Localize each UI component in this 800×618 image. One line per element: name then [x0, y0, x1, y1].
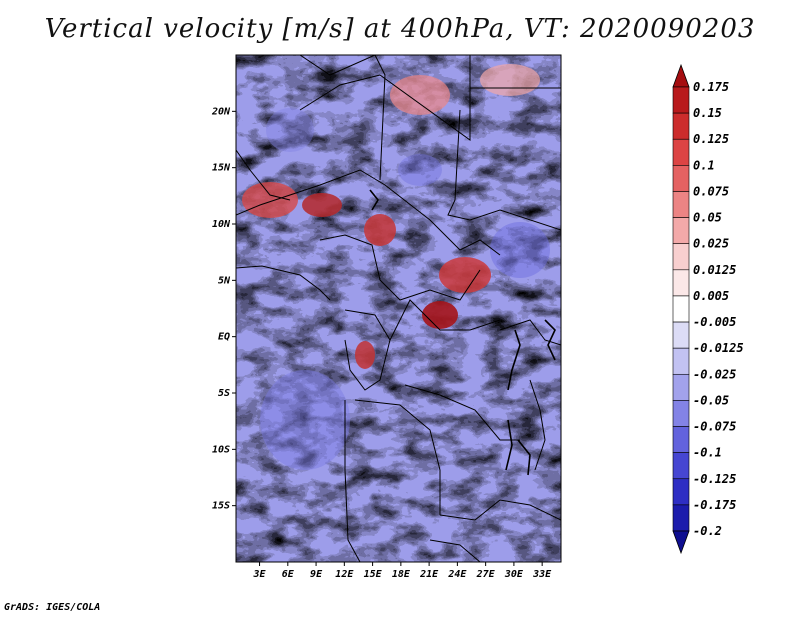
colorbar-label: 0.075	[693, 184, 729, 198]
lon-tick-label: 21E	[419, 569, 439, 580]
colorbar-label: 0.005	[693, 289, 729, 303]
colorbar: 0.175 0.15 0.125 0.1 0.075 0.05 0.025 0.0125 0.0…	[672, 63, 744, 555]
colorbar-segment	[672, 400, 690, 427]
colorbar-label: 0.175	[693, 80, 729, 94]
lon-tick-label: 24E	[447, 569, 467, 580]
colorbar-segment	[672, 165, 690, 192]
colorbar-segment	[672, 373, 690, 401]
lon-tick-label: 3E	[253, 569, 267, 580]
colorbar-label: 0.15	[693, 106, 722, 120]
colorbar-segment	[672, 504, 690, 532]
strong-descent-patches	[260, 108, 550, 470]
colorbar-label: 0.1	[693, 158, 715, 172]
lat-tick-label: 5N	[218, 275, 231, 286]
lon-tick-label: 33E	[532, 569, 552, 580]
lon-tick-label: 12E	[335, 569, 354, 580]
colorbar-segment	[672, 243, 690, 271]
colorbar-segment	[672, 269, 690, 297]
colorbar-label: -0.05	[693, 393, 729, 407]
colorbar-bottom-arrow	[672, 530, 690, 555]
chart-title: Vertical velocity [m/s] at 400hPa, VT: 2…	[44, 14, 756, 44]
colorbar-segment	[672, 478, 690, 506]
colorbar-label: 0.0125	[693, 263, 736, 277]
longitude-axis: 3E 6E 9E 12E 15E 18E 21E 24E 27E 30E 33E	[253, 562, 552, 580]
lon-tick-label: 6E	[282, 569, 295, 580]
colorbar-segment	[672, 452, 690, 480]
lat-tick-label: 15N	[212, 163, 231, 174]
colorbar-top-arrow	[672, 63, 690, 88]
colorbar-label: -0.2	[693, 524, 722, 538]
velocity-field	[236, 55, 561, 562]
colorbar-segment	[672, 426, 690, 453]
colorbar-segment	[672, 86, 690, 114]
colorbar-label: -0.075	[693, 420, 736, 434]
map-frame	[235, 54, 562, 563]
colorbar-segment	[672, 217, 690, 245]
colorbar-segment	[672, 191, 690, 218]
grads-credit: GrADS: IGES/COLA	[4, 602, 101, 613]
colorbar-label: -0.125	[693, 472, 736, 486]
colorbar-segment	[672, 112, 690, 140]
colorbar-segment	[672, 321, 690, 349]
lat-tick-label: 5S	[218, 388, 230, 399]
latitude-axis: 20N 15N 10N 5N EQ 5S 10S 15S	[211, 106, 236, 512]
colorbar-segment	[672, 295, 690, 323]
colorbar-label: -0.0125	[693, 341, 744, 355]
colorbar-segment	[672, 347, 690, 375]
colorbar-label: 0.125	[693, 132, 729, 146]
lat-tick-label: 20N	[211, 106, 231, 117]
lon-tick-label: 27E	[476, 569, 496, 580]
colorbar-label: -0.175	[693, 498, 736, 512]
colorbar-segment	[672, 138, 690, 166]
lon-tick-label: 18E	[392, 569, 411, 580]
colorbar-label: -0.025	[693, 367, 736, 381]
lon-tick-label: 9E	[310, 569, 323, 580]
colorbar-label: -0.1	[693, 446, 722, 460]
colorbar-label: 0.05	[693, 211, 722, 225]
lon-tick-label: 15E	[364, 569, 383, 580]
lat-tick-label: EQ	[218, 332, 230, 343]
lat-tick-label: 10S	[212, 444, 230, 455]
lon-tick-label: 30E	[504, 569, 524, 580]
country-borders	[236, 55, 561, 562]
field-texture	[236, 55, 561, 562]
colorbar-label: 0.025	[693, 237, 729, 251]
colorbar-label: -0.005	[693, 315, 736, 329]
lakes-and-rivers	[369, 189, 556, 476]
lat-tick-label: 10N	[212, 219, 231, 230]
lat-tick-label: 15S	[212, 501, 230, 512]
